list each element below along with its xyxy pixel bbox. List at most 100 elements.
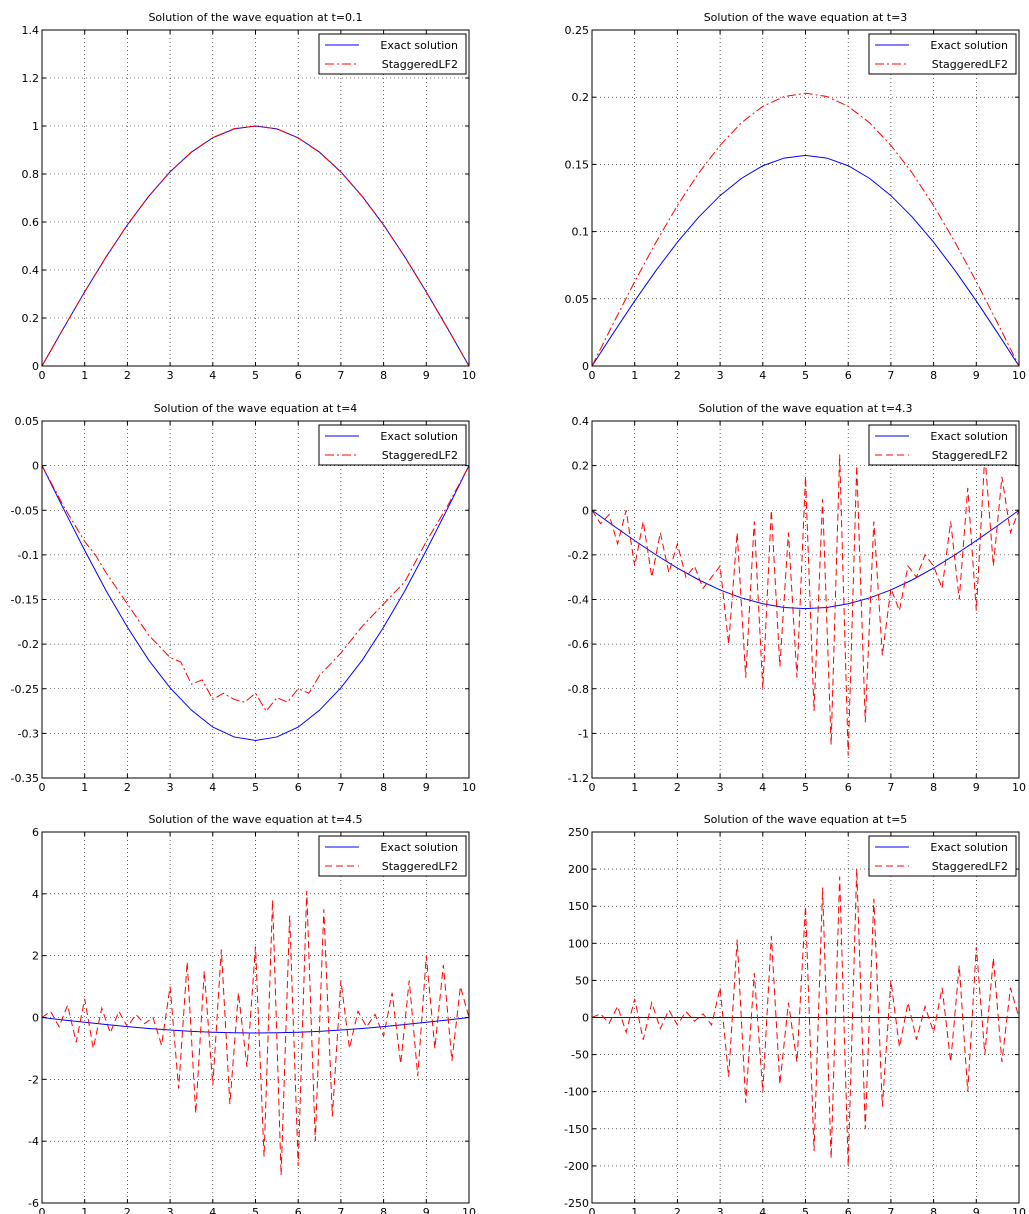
legend: Exact solution StaggeredLF2 xyxy=(868,835,1017,877)
x-tick-label: 5 xyxy=(252,369,259,382)
y-tick-label: -100 xyxy=(564,1086,589,1099)
legend-box xyxy=(868,835,1017,877)
legend-box xyxy=(318,835,467,877)
legend-label: Exact solution xyxy=(930,841,1008,854)
x-tick-label: 9 xyxy=(423,1206,430,1214)
x-tick-label: 0 xyxy=(39,781,46,794)
y-tick-label: 0 xyxy=(32,360,39,373)
y-tick-label: -0.25 xyxy=(11,683,39,696)
x-tick-label: 9 xyxy=(973,1206,980,1214)
chart-title: Solution of the wave equation at t=4.3 xyxy=(698,402,912,415)
legend: Exact solution StaggeredLF2 xyxy=(868,424,1017,466)
x-tick-label: 3 xyxy=(167,1206,174,1214)
x-tick-label: 6 xyxy=(295,781,302,794)
y-tick-label: 250 xyxy=(568,826,589,839)
plot-area xyxy=(42,421,469,778)
y-tick-label: -250 xyxy=(564,1197,589,1210)
x-tick-label: 8 xyxy=(380,1206,387,1214)
y-tick-label: 0 xyxy=(32,1012,39,1025)
chart-title: Solution of the wave equation at t=4 xyxy=(154,402,358,415)
legend-label: StaggeredLF2 xyxy=(382,449,458,462)
x-tick-label: 3 xyxy=(717,369,724,382)
y-tick-label: -0.1 xyxy=(18,549,39,562)
y-tick-label: 0.05 xyxy=(15,415,40,428)
y-tick-label: -0.3 xyxy=(18,727,39,740)
chart-panel-1: 0 1 2 3 4 5 6 7 8 9 10 0 0.2 0.4 0.6 0.8 1 1.2 1.4 Solution… xyxy=(22,11,477,382)
y-tick-label: -2 xyxy=(28,1073,39,1086)
y-tick-label: -1 xyxy=(578,727,589,740)
x-tick-label: 8 xyxy=(930,781,937,794)
y-tick-label: -0.8 xyxy=(568,683,589,696)
y-tick-label: 200 xyxy=(568,863,589,876)
x-tick-label: 6 xyxy=(845,1206,852,1214)
x-tick-label: 6 xyxy=(845,781,852,794)
x-tick-label: 2 xyxy=(674,369,681,382)
y-tick-label: 4 xyxy=(32,888,39,901)
series-line-staggeredlf2 xyxy=(42,890,469,1176)
x-tick-label: 6 xyxy=(295,369,302,382)
x-tick-label: 0 xyxy=(39,1206,46,1214)
legend-box xyxy=(318,33,467,75)
legend: Exact solution StaggeredLF2 xyxy=(318,33,467,75)
x-tick-label: 2 xyxy=(124,781,131,794)
y-tick-label: 0.1 xyxy=(572,226,590,239)
y-tick-label: 0 xyxy=(582,360,589,373)
x-tick-label: 8 xyxy=(380,781,387,794)
x-tick-label: 5 xyxy=(252,781,259,794)
y-tick-label: 150 xyxy=(568,900,589,913)
series-line-staggeredlf2 xyxy=(592,869,1019,1166)
x-tick-label: 5 xyxy=(802,1206,809,1214)
x-tick-label: 10 xyxy=(1012,369,1026,382)
x-tick-label: 8 xyxy=(380,369,387,382)
x-tick-label: 8 xyxy=(930,369,937,382)
x-tick-label: 5 xyxy=(802,369,809,382)
y-tick-label: -0.2 xyxy=(568,549,589,562)
x-tick-label: 1 xyxy=(81,781,88,794)
y-tick-label: 0.15 xyxy=(565,158,590,171)
x-tick-label: 7 xyxy=(887,1206,894,1214)
y-tick-label: -0.05 xyxy=(11,504,39,517)
x-tick-label: 8 xyxy=(930,1206,937,1214)
x-tick-label: 2 xyxy=(124,369,131,382)
x-tick-label: 2 xyxy=(124,1206,131,1214)
y-tick-label: 100 xyxy=(568,937,589,950)
y-tick-label: 0 xyxy=(582,1012,589,1025)
legend: Exact solution StaggeredLF2 xyxy=(318,424,467,466)
x-tick-label: 10 xyxy=(462,1206,476,1214)
plot-area xyxy=(42,832,469,1203)
series-line-staggeredlf2 xyxy=(592,454,1019,756)
x-tick-label: 1 xyxy=(631,1206,638,1214)
x-tick-label: 3 xyxy=(717,1206,724,1214)
series-line-staggeredlf2 xyxy=(592,92,1019,366)
legend-box xyxy=(868,33,1017,75)
x-tick-label: 10 xyxy=(1012,1206,1026,1214)
x-tick-label: 4 xyxy=(209,1206,216,1214)
chart-title: Solution of the wave equation at t=3 xyxy=(704,11,908,24)
y-tick-label: 0.8 xyxy=(22,168,40,181)
x-tick-label: 3 xyxy=(167,369,174,382)
x-tick-label: 3 xyxy=(717,781,724,794)
y-tick-label: -0.35 xyxy=(11,772,39,785)
legend-box xyxy=(318,424,467,466)
x-tick-label: 1 xyxy=(81,1206,88,1214)
y-tick-label: 0.4 xyxy=(22,264,40,277)
y-tick-label: 1.4 xyxy=(22,24,40,37)
legend-label: Exact solution xyxy=(380,430,458,443)
y-tick-label: 6 xyxy=(32,826,39,839)
x-tick-label: 10 xyxy=(1012,781,1026,794)
x-tick-label: 7 xyxy=(337,781,344,794)
y-tick-label: -6 xyxy=(28,1197,39,1210)
x-tick-label: 7 xyxy=(887,369,894,382)
x-tick-label: 0 xyxy=(589,369,596,382)
series-line-exact-solution xyxy=(592,154,1019,366)
x-tick-label: 5 xyxy=(802,781,809,794)
y-tick-label: 1 xyxy=(32,120,39,133)
y-tick-label: 0 xyxy=(32,460,39,473)
y-tick-label: -0.15 xyxy=(11,594,39,607)
legend-label: Exact solution xyxy=(930,430,1008,443)
y-tick-label: 0.2 xyxy=(22,312,40,325)
chart-panel-4: 0 1 2 3 4 5 6 7 8 9 10 -1.2 -1 -0.8 -0.6 -0.4 -0.2 0 0.2 0.… xyxy=(568,402,1026,794)
chart-panel-5: 0 1 2 3 4 5 6 7 8 9 10 -6 -4 -2 0 2 4 6 Solution of the wa… xyxy=(28,813,476,1214)
x-tick-label: 5 xyxy=(252,1206,259,1214)
y-tick-label: -0.2 xyxy=(18,638,39,651)
